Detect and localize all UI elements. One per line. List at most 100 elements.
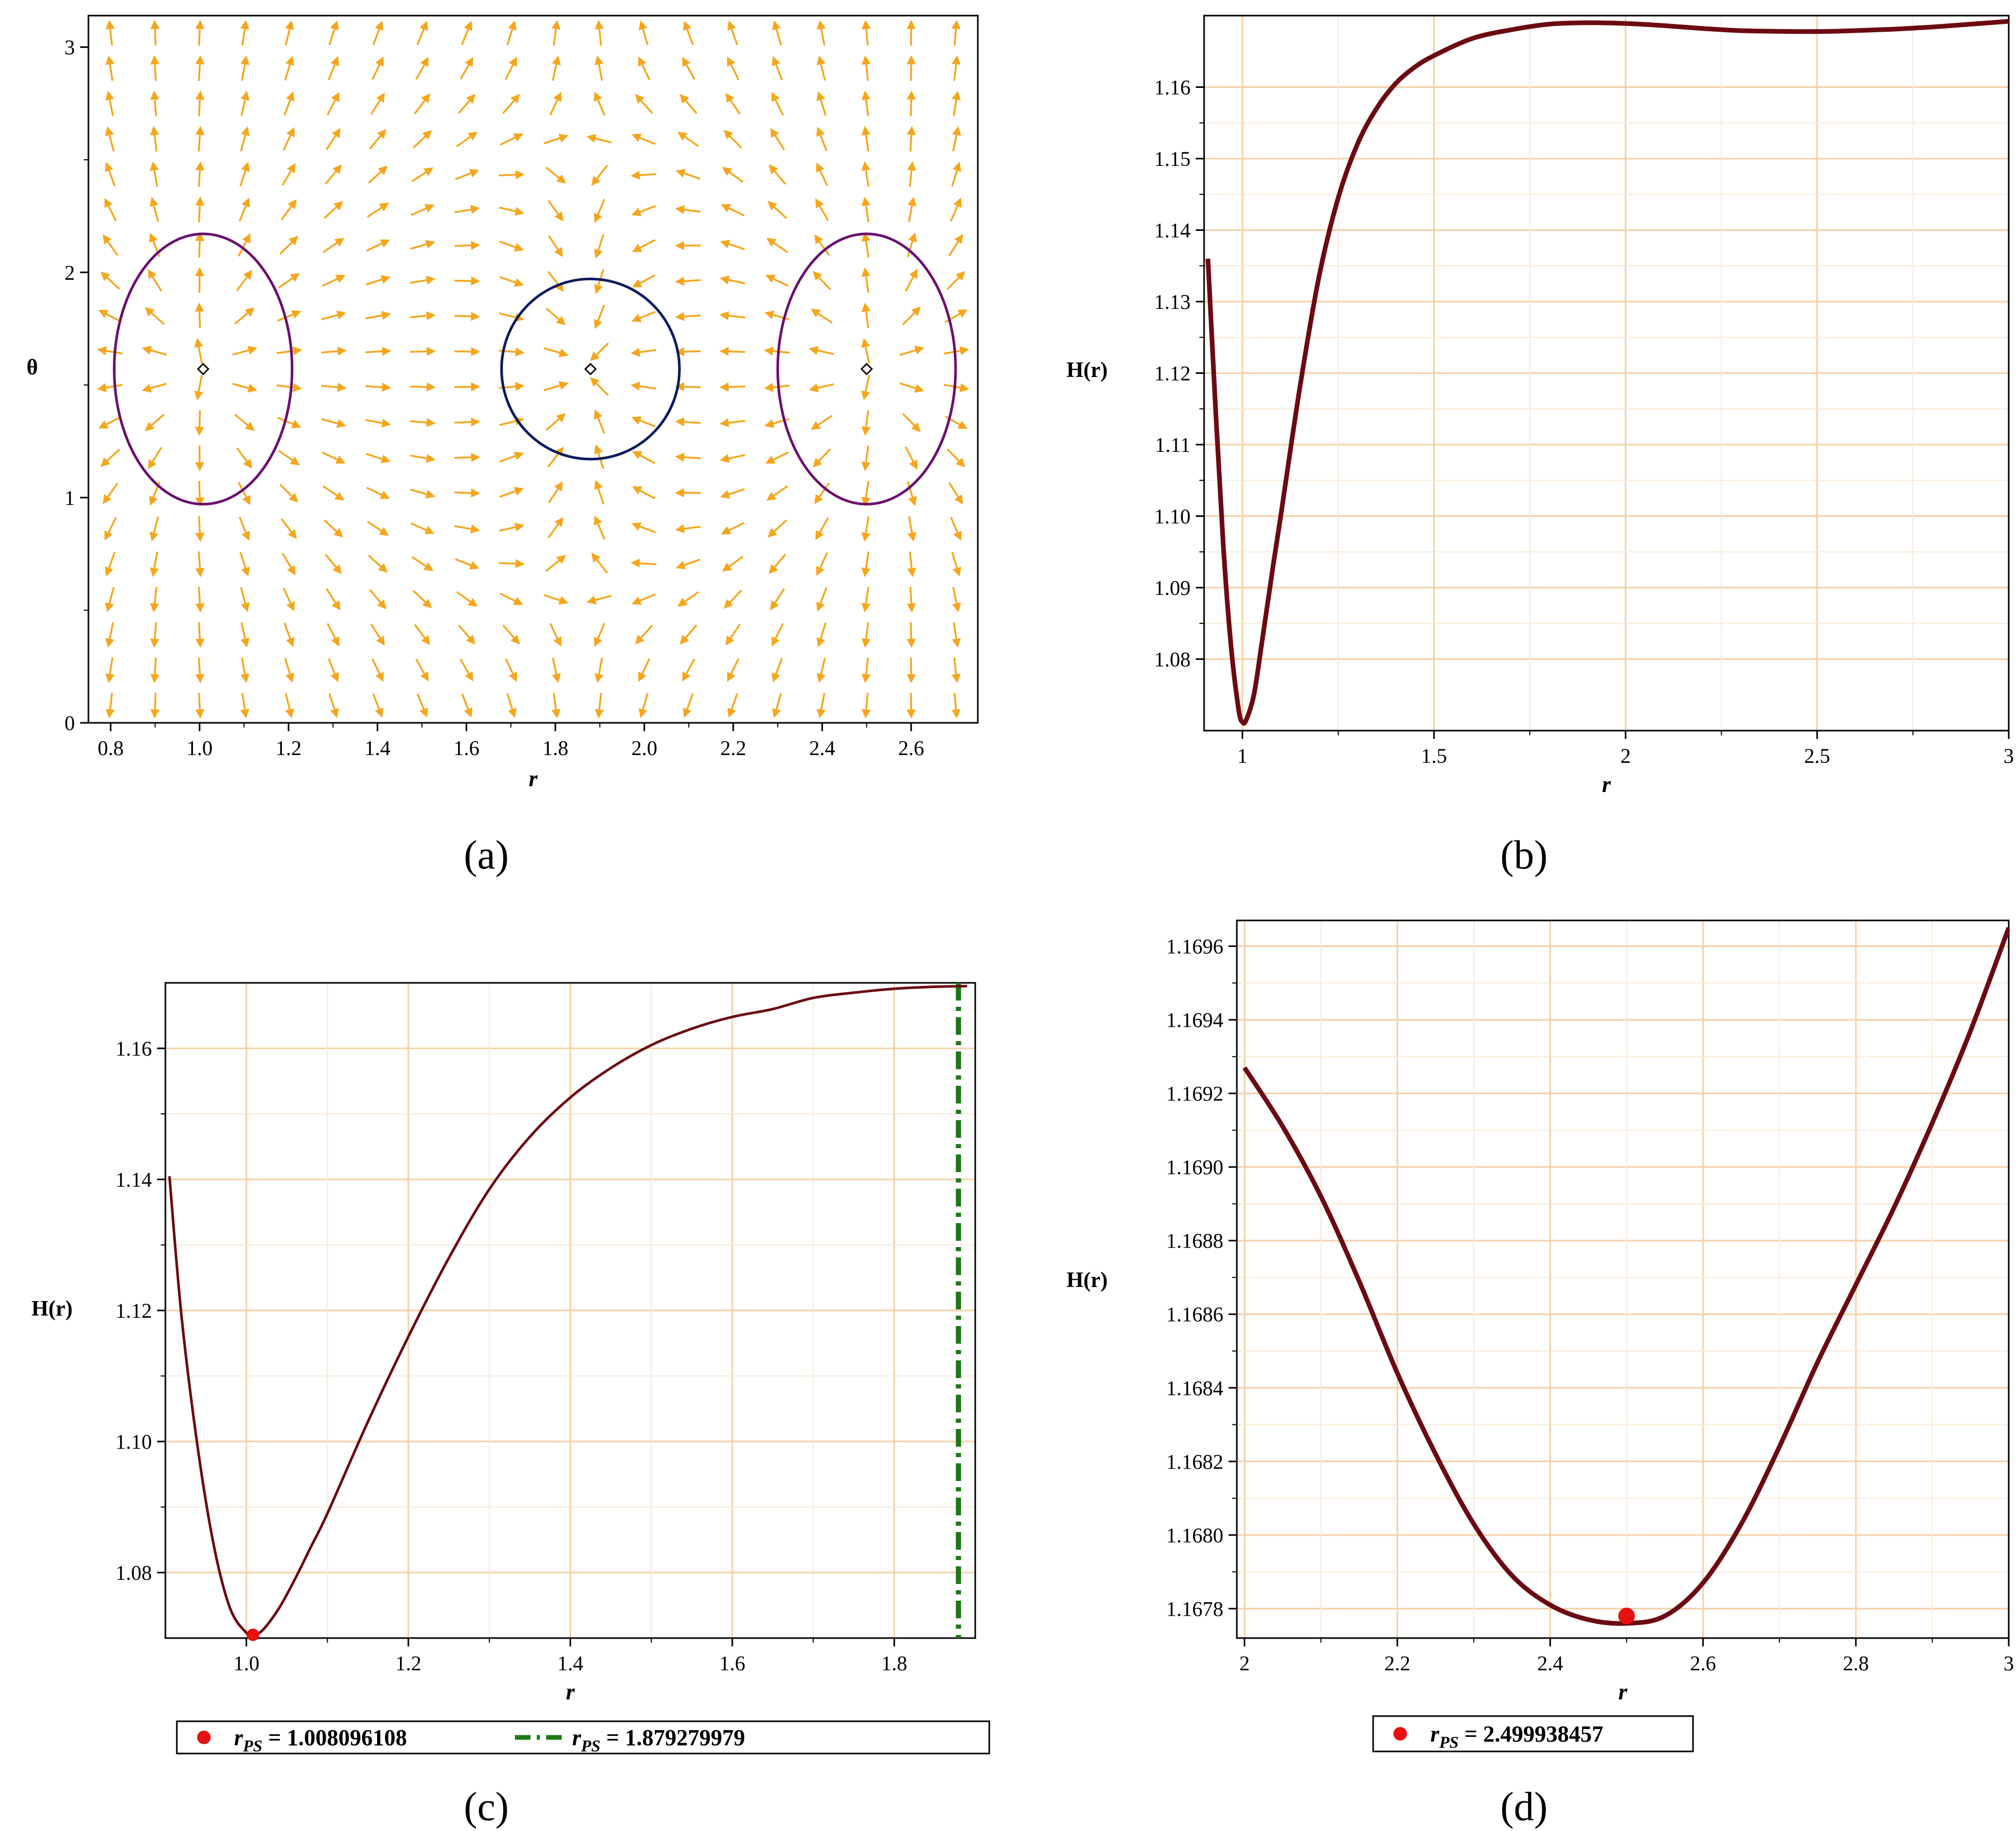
x-tick-label: 2.2 <box>720 736 746 760</box>
field-arrow <box>638 56 651 81</box>
field-arrow <box>816 587 828 612</box>
x-tick-label: 1.8 <box>542 736 568 760</box>
field-arrow <box>369 589 386 609</box>
field-arrow <box>322 485 345 501</box>
field-arrow <box>105 55 115 81</box>
field-arrow <box>816 622 827 647</box>
field-arrow <box>951 552 962 577</box>
field-arrow <box>145 307 165 325</box>
x-tick-label: 2.6 <box>898 736 924 760</box>
field-arrow <box>279 236 299 255</box>
field-arrow <box>195 481 204 507</box>
field-arrow <box>236 269 252 291</box>
field-arrow <box>324 519 343 538</box>
field-arrow <box>547 270 564 292</box>
field-arrow <box>285 20 294 46</box>
field-arrow <box>861 90 871 116</box>
field-arrow <box>277 417 302 428</box>
field-arrow <box>104 198 117 222</box>
field-arrow <box>104 517 117 541</box>
field-arrow <box>97 383 123 393</box>
field-arrow <box>815 517 829 540</box>
field-arrow <box>817 693 826 719</box>
field-arrow <box>455 168 480 180</box>
field-arrow <box>499 133 524 146</box>
field-arrow <box>682 693 694 718</box>
field-arrow <box>812 270 831 291</box>
field-arrow <box>808 383 834 393</box>
field-arrow <box>727 20 739 45</box>
field-arrow <box>410 488 435 499</box>
field-arrow <box>148 447 162 470</box>
field-arrow <box>719 382 745 392</box>
field-arrow <box>195 693 204 719</box>
field-arrow <box>105 126 115 152</box>
field-arrow <box>276 346 303 356</box>
field-arrow <box>907 125 916 152</box>
field-arrow <box>367 202 389 218</box>
y-axis-label: θ <box>27 356 38 380</box>
y-tick-label: 1.1690 <box>1166 1155 1223 1179</box>
field-arrow <box>631 133 656 145</box>
field-arrow <box>682 57 695 80</box>
field-arrow <box>632 486 655 500</box>
field-arrow <box>281 552 296 576</box>
y-tick-label: 3 <box>64 36 75 59</box>
field-arrow <box>723 589 742 609</box>
field-arrow <box>677 591 700 607</box>
field-arrow <box>502 624 520 645</box>
field-arrow <box>283 91 295 116</box>
field-arrow <box>238 482 251 505</box>
field-arrow <box>499 206 525 216</box>
legend-label: rPS = 2.499938457 <box>1430 1721 1604 1751</box>
field-arrow <box>410 382 436 392</box>
field-arrow <box>321 418 346 428</box>
field-arrow <box>727 693 739 718</box>
field-arrow <box>106 20 115 46</box>
y-tick-label: 1.14 <box>1154 219 1191 242</box>
field-arrow <box>105 587 115 613</box>
field-arrow <box>370 93 385 115</box>
field-arrow <box>861 232 871 258</box>
field-arrow <box>240 90 250 116</box>
panel-caption: (c) <box>464 1784 509 1829</box>
field-arrow <box>812 448 831 468</box>
series-line <box>1242 927 2010 1626</box>
field-arrow <box>861 693 871 719</box>
field-arrow <box>951 162 962 187</box>
field-arrow <box>371 658 384 682</box>
field-arrow <box>499 592 523 605</box>
y-tick-label: 1.12 <box>1154 362 1191 385</box>
minimum-point-marker <box>247 1628 260 1641</box>
field-arrow <box>240 126 250 152</box>
field-arrow <box>102 234 119 256</box>
x-tick-label: 1.0 <box>234 1652 260 1675</box>
field-arrow <box>675 311 701 321</box>
field-arrow <box>770 128 785 150</box>
zero-point-marker <box>860 362 873 375</box>
field-arrow <box>631 311 656 322</box>
field-arrow <box>675 277 701 286</box>
field-arrow <box>545 555 566 572</box>
legend: rPS = 2.499938457 <box>1372 1715 1694 1752</box>
field-arrow <box>727 56 740 81</box>
field-arrow <box>412 130 432 149</box>
y-tick-label: 1.1686 <box>1166 1303 1223 1326</box>
field-arrow <box>415 658 429 682</box>
y-tick-label: 1.12 <box>115 1299 152 1322</box>
field-arrow <box>454 417 481 427</box>
field-arrow <box>368 554 388 573</box>
field-arrow <box>594 55 604 81</box>
field-arrow <box>150 126 159 152</box>
field-arrow <box>280 518 297 539</box>
field-arrow <box>551 20 561 46</box>
y-tick-label: 1.1694 <box>1166 1008 1223 1032</box>
field-arrow <box>544 347 569 357</box>
field-arrow <box>630 171 656 180</box>
field-arrow <box>366 453 391 463</box>
field-arrow <box>899 345 925 356</box>
field-arrow <box>499 276 524 287</box>
legend-box <box>1372 1715 1694 1752</box>
field-arrow <box>456 132 478 148</box>
field-arrow <box>321 310 346 320</box>
